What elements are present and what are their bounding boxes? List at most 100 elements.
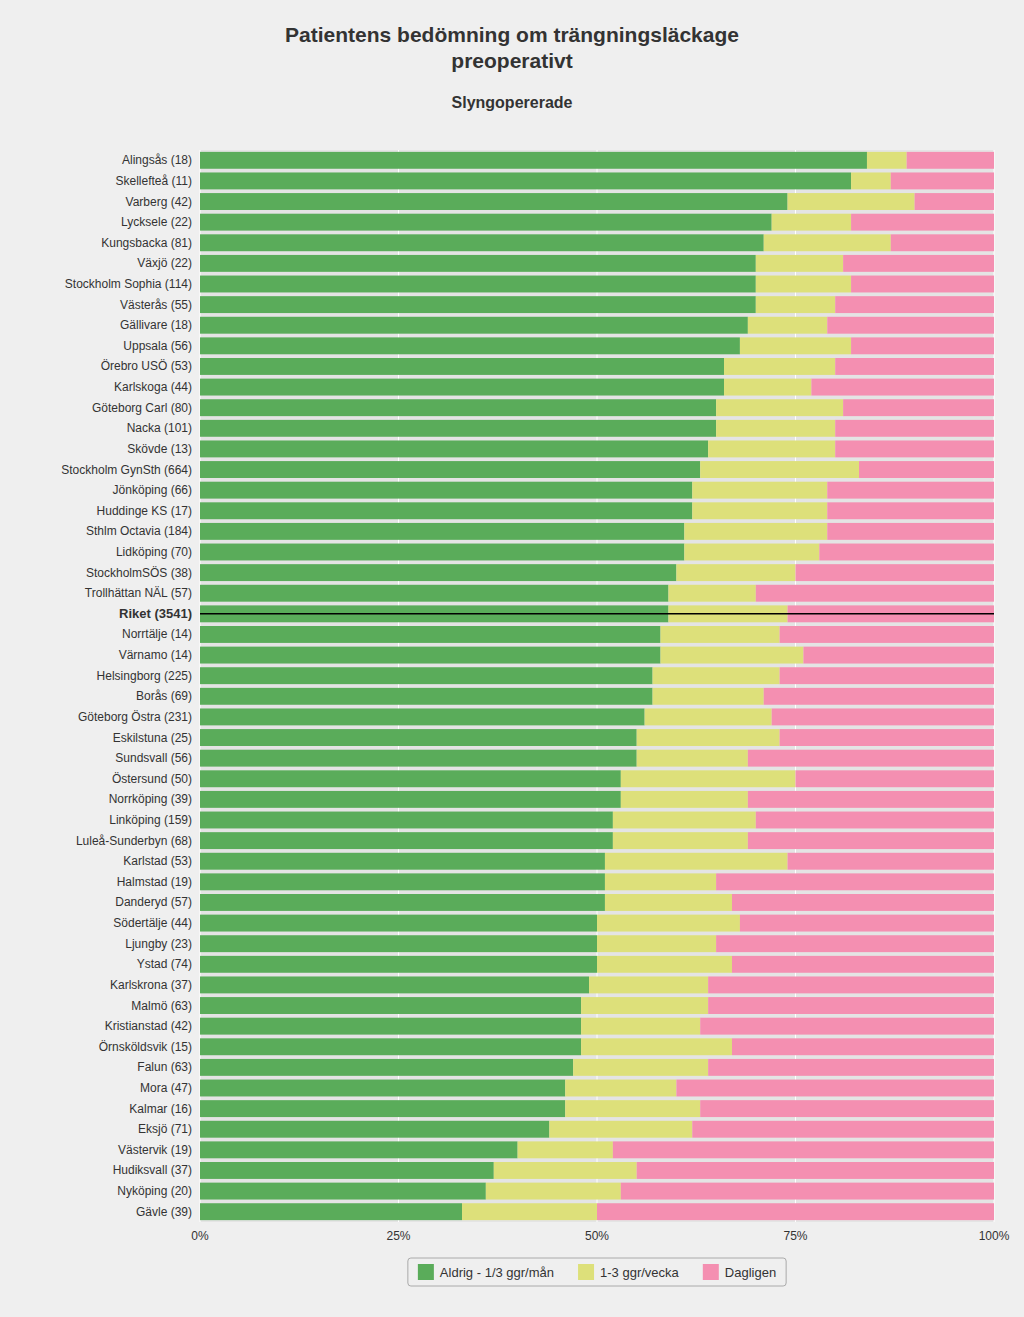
category-label: Danderyd (57): [115, 895, 192, 909]
bar-segment: Södertälje (44): 18: [597, 915, 740, 932]
bar-segment: Kungsbacka (81): 16: [764, 234, 891, 251]
bar-segment: Ljungby (23): 15: [597, 935, 716, 952]
bar-segment: Skellefteå (11): 82: [200, 172, 851, 189]
category-label: Värnamo (14): [119, 648, 192, 662]
bar-segment: Stockholm GynSth (664): 20: [700, 461, 859, 478]
bar-segment: Norrköping (39): 31: [748, 791, 994, 808]
category-label: Sthlm Octavia (184): [86, 524, 192, 538]
tick-label: 0%: [191, 1229, 209, 1243]
bar-segment: Eskilstuna (25): 55: [200, 729, 637, 746]
bar-segment: Stockholm GynSth (664): 17: [859, 461, 994, 478]
category-label: Norrköping (39): [109, 792, 192, 806]
tick-label: 25%: [386, 1229, 410, 1243]
bar-segment: Gävle (39): 33: [200, 1203, 462, 1220]
bar-segment: Malmö (63): 16: [581, 997, 708, 1014]
bar-segment: Nyköping (20): 36: [200, 1183, 486, 1200]
legend-swatch: [578, 1264, 594, 1280]
category-label: Stockholm Sophia (114): [65, 277, 192, 291]
bar-segment: Jönköping (66): 17: [692, 482, 827, 499]
bar-segment: Gällivare (18): 10: [748, 317, 827, 334]
bar-segment: Kristianstad (42): 48: [200, 1018, 581, 1035]
bar-segment: Falun (63): 36: [708, 1059, 994, 1076]
bar-segment: Hudiksvall (37): 18: [494, 1162, 637, 1179]
bar-segment: Norrtälje (14): 58: [200, 626, 661, 643]
bar-segment: Göteborg Östra (231): 16: [645, 708, 772, 725]
bar-segment: Danderyd (57): 51: [200, 894, 605, 911]
bar-segment: Alingsås (18): 5: [867, 152, 907, 169]
bar-segment: Halmstad (19): 51: [200, 873, 605, 890]
bar-segment: Halmstad (19): 14: [605, 873, 716, 890]
bar-segment: Kungsbacka (81): 71: [200, 234, 764, 251]
bar-segment: Lycksele (22): 18: [851, 214, 994, 231]
bar-segment: Mora (47): 46: [200, 1080, 565, 1097]
bar-segment: Trollhättan NÄL (57): 30: [756, 585, 994, 602]
bar-segment: Göteborg Carl (80): 65: [200, 399, 716, 416]
bar-segment: Östersund (50): 53: [200, 770, 621, 787]
bar-segment: Göteborg Östra (231): 56: [200, 708, 645, 725]
legend-label: 1-3 ggr/vecka: [600, 1265, 680, 1280]
bar-segment: StockholmSÖS (38): 15: [676, 564, 795, 581]
bar-segment: Karlskoga (44): 66: [200, 379, 724, 396]
bar-segment: Sthlm Octavia (184): 21: [827, 523, 994, 540]
category-label: Varberg (42): [126, 195, 192, 209]
category-label: Lidköping (70): [116, 545, 192, 559]
bar-segment: Skövde (13): 20: [835, 440, 994, 457]
bar-segment: Karlstad (53): 51: [200, 853, 605, 870]
bar-segment: Skövde (13): 16: [708, 440, 835, 457]
title: Patientens bedömning om trängningsläckag…: [285, 23, 739, 72]
bar-segment: Danderyd (57): 16: [605, 894, 732, 911]
bar-segment: Alingsås (18): 11: [907, 152, 994, 169]
bar-segment: Borås (69): 57: [200, 688, 653, 705]
category-label: Gävle (39): [136, 1205, 192, 1219]
category-label: Göteborg Östra (231): [78, 710, 192, 724]
category-label: Örnsköldsvik (15): [99, 1040, 192, 1054]
bar-segment: Ljungby (23): 50: [200, 935, 597, 952]
bar-segment: StockholmSÖS (38): 25: [796, 564, 995, 581]
bar-segment: Eskilstuna (25): 18: [637, 729, 780, 746]
bar-segment: Gävle (39): 50: [597, 1203, 994, 1220]
bar-segment: Gävle (39): 17: [462, 1203, 597, 1220]
bar-segment: Göteborg Carl (80): 16: [716, 399, 843, 416]
bar-segment: Borås (69): 29: [764, 688, 994, 705]
bar-segment: Örnsköldsvik (15): 33: [732, 1038, 994, 1055]
bar-segment: Varberg (42): 16: [788, 193, 915, 210]
bar-segment: Luleå-Sunderbyn (68): 52: [200, 832, 613, 849]
bar-segment: Linköping (159): 18: [613, 812, 756, 829]
bar-segment: Trollhättan NÄL (57): 59: [200, 585, 668, 602]
bar-segment: Norrköping (39): 16: [621, 791, 748, 808]
bar-segment: Karlskrona (37): 15: [589, 976, 708, 993]
tick-label: 100%: [979, 1229, 1010, 1243]
category-label: Kungsbacka (81): [101, 236, 192, 250]
category-label: Borås (69): [136, 689, 192, 703]
bar-segment: Västerås (55): 10: [756, 296, 835, 313]
bar-segment: Stockholm Sophia (114): 70: [200, 276, 756, 293]
title-line: Patientens bedömning om trängningsläckag…: [285, 23, 739, 46]
bar-segment: Luleå-Sunderbyn (68): 31: [748, 832, 994, 849]
category-label: Eksjö (71): [138, 1122, 192, 1136]
bar-segment: Värnamo (14): 18: [661, 647, 804, 664]
bar-segment: Lidköping (70): 61: [200, 544, 684, 561]
bar-segment: Uppsala (56): 14: [740, 337, 851, 354]
category-label: Västervik (19): [118, 1143, 192, 1157]
category-label: Södertälje (44): [113, 916, 192, 930]
bar-segment: Norrtälje (14): 15: [661, 626, 780, 643]
category-label: Karlstad (53): [123, 854, 192, 868]
bar-segment: Södertälje (44): 50: [200, 915, 597, 932]
category-label: Kristianstad (42): [105, 1019, 192, 1033]
bar-segment: Västervik (19): 48: [613, 1141, 994, 1158]
bar-segment: Nyköping (20): 17: [486, 1183, 621, 1200]
bar-segment: Stockholm Sophia (114): 18: [851, 276, 994, 293]
legend-label: Aldrig - 1/3 ggr/mån: [440, 1265, 554, 1280]
category-label: Halmstad (19): [117, 875, 192, 889]
category-label: Huddinge KS (17): [97, 504, 192, 518]
bar-segment: Hudiksvall (37): 45: [637, 1162, 994, 1179]
bar-segment: Danderyd (57): 33: [732, 894, 994, 911]
highlight-line: [200, 613, 994, 615]
bar-segment: Skövde (13): 64: [200, 440, 708, 457]
bar-segment: Värnamo (14): 24: [803, 647, 994, 664]
bar-segment: Halmstad (19): 35: [716, 873, 994, 890]
bar-segment: Borås (69): 14: [653, 688, 764, 705]
bar-segment: Ystad (74): 17: [597, 956, 732, 973]
bar-segment: Örebro USÖ (53): 14: [724, 358, 835, 375]
category-label: Ljungby (23): [125, 937, 192, 951]
